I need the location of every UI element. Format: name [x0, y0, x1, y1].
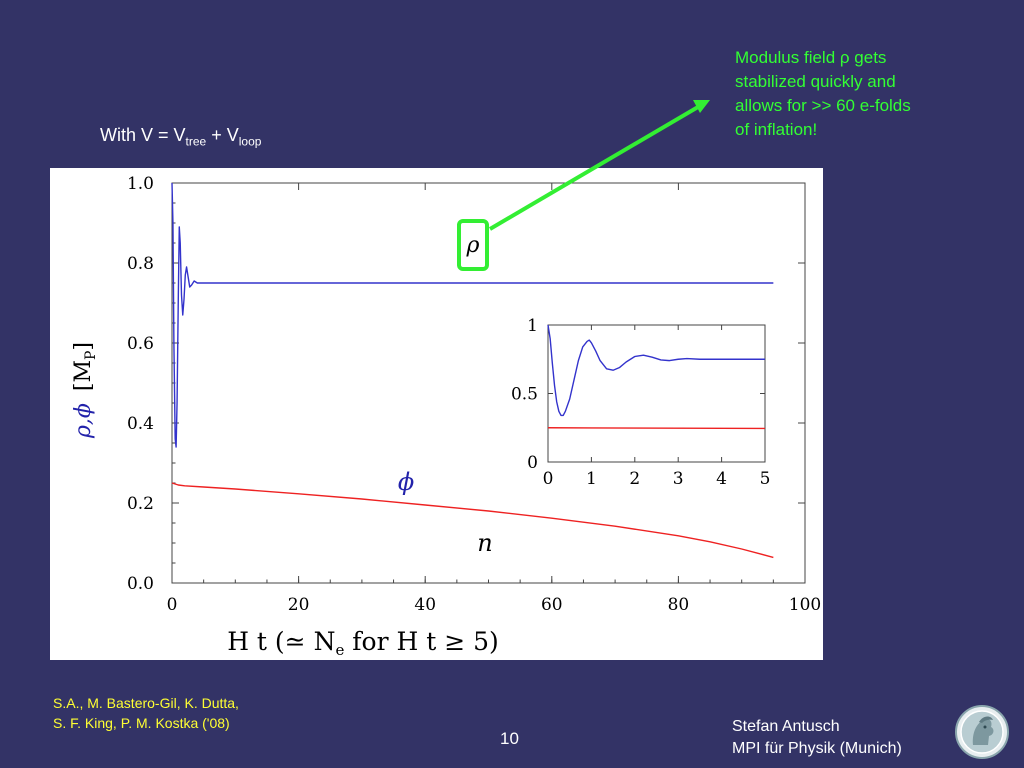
citation: S.A., M. Bastero-Gil, K. Dutta, S. F. Ki… — [53, 693, 239, 733]
main-y-tick-label: 0.6 — [127, 334, 154, 354]
annotation-line: stabilized quickly and — [735, 72, 896, 91]
plot-panel: 0 20 40 60 80 100 0.0 0.2 0.4 0.6 0.8 1.0 0 1 2 3 4 5 0 0.… — [50, 168, 823, 660]
author-name: Stefan Antusch — [732, 718, 840, 735]
x-axis-label: H t (≃ Ne for H t ≥ 5) — [227, 627, 499, 659]
inset-x-tick-label: 2 — [629, 469, 640, 489]
inset-y-tick-label: 1 — [527, 316, 538, 336]
main-y-tick-label: 0.0 — [127, 574, 154, 594]
main-x-tick-label: 100 — [789, 595, 821, 615]
inset-y-tick-label: 0 — [527, 453, 538, 473]
author-info: Stefan Antusch MPI für Physik (Munich) — [732, 716, 902, 760]
citation-line: S. F. King, P. M. Kostka ('08) — [53, 715, 230, 731]
main-x-tick-label: 40 — [414, 595, 436, 615]
citation-line: S.A., M. Bastero-Gil, K. Dutta, — [53, 695, 239, 711]
formula-sub-loop: loop — [238, 134, 262, 149]
formula-sub-tree: tree — [185, 134, 207, 149]
annotation-text: Modulus field ρ gets stabilized quickly … — [735, 46, 985, 142]
page-number: 10 — [500, 729, 519, 748]
inset-y-tick-label: 0.5 — [511, 384, 538, 404]
inset-series-phi-line — [547, 427, 766, 430]
annotation-line: allows for >> 60 e-folds — [735, 96, 911, 115]
max-planck-minerva-logo-icon — [955, 705, 1009, 759]
inset-x-tick-label: 1 — [586, 469, 597, 489]
main-y-tick-label: 0.4 — [127, 414, 154, 434]
rho-highlight-box — [457, 219, 489, 271]
main-x-tick-label: 20 — [288, 595, 310, 615]
main-y-tick-label: 0.2 — [127, 494, 154, 514]
phi-label: ϕ — [398, 468, 414, 496]
y-axis-label: ρ,ϕ[MP] — [71, 342, 99, 439]
formula-prefix: With V = V — [100, 125, 186, 145]
annotation-line: Modulus field ρ gets — [735, 48, 887, 67]
author-institution: MPI für Physik (Munich) — [732, 740, 902, 757]
inset-x-tick-label: 3 — [673, 469, 684, 489]
main-y-tick-label: 1.0 — [127, 174, 154, 194]
inset-series-rho-line — [547, 324, 765, 417]
formula-middle: + V — [206, 125, 239, 145]
inset-frame — [547, 324, 766, 463]
main-series-phi-line — [171, 482, 774, 559]
annotation-line: of inflation! — [735, 120, 818, 139]
main-chart: 0 20 40 60 80 100 0.0 0.2 0.4 0.6 0.8 1.0 0 1 2 3 4 5 0 0.… — [71, 174, 821, 659]
inset-x-tick-label: 5 — [760, 469, 771, 489]
rho-label: ρ — [466, 233, 480, 258]
inset-x-tick-label: 4 — [716, 469, 727, 489]
main-x-tick-label: 60 — [541, 595, 563, 615]
main-y-tick-label: 0.8 — [127, 254, 154, 274]
main-x-tick-label: 0 — [167, 595, 178, 615]
inset-x-tick-label: 0 — [543, 469, 554, 489]
n-label: n — [477, 529, 492, 557]
main-x-tick-label: 80 — [668, 595, 690, 615]
main-series-rho-line — [171, 182, 774, 448]
potential-formula: With V = Vtree + Vloop — [100, 125, 261, 149]
